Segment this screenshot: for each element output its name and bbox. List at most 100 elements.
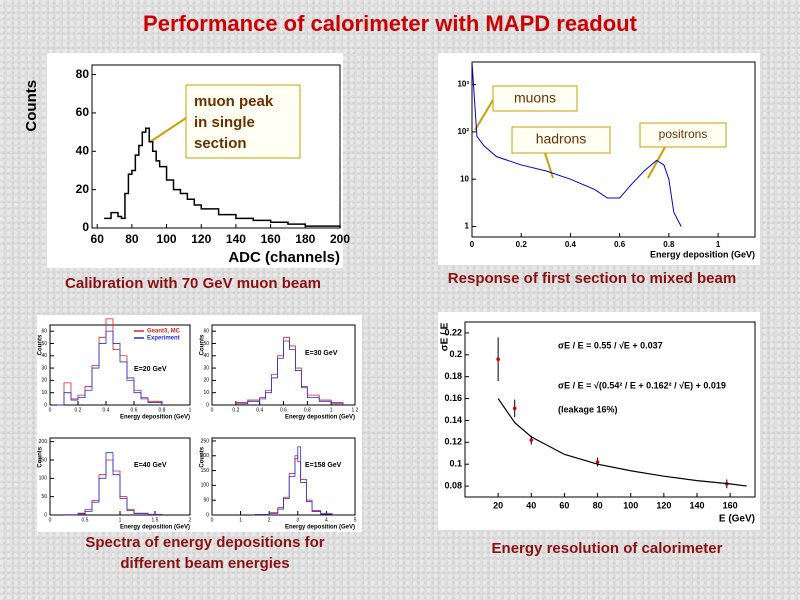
- y-tick-label: 50: [203, 341, 209, 347]
- x-tick-label: 60: [559, 500, 569, 510]
- annotation: in single: [194, 114, 255, 131]
- data-line: [235, 340, 344, 405]
- formula: σE / E = √(0.54² / E + 0.162² / √E) + 0.…: [558, 380, 726, 390]
- x-tick-label: 120: [191, 232, 211, 246]
- x-tick-label: 1: [189, 407, 192, 413]
- y-tick-label: 250: [201, 438, 210, 444]
- x-tick-label: 20: [493, 500, 503, 510]
- x-tick-label: 0.6: [280, 407, 287, 413]
- arrow: [149, 117, 187, 143]
- data-point: [496, 357, 500, 361]
- caption: Calibration with 70 GeV muon beam: [65, 275, 321, 292]
- y-tick-label: 10: [460, 174, 469, 183]
- slide-title: Performance of calorimeter with MAPD rea…: [143, 11, 638, 36]
- x-tick-label: 1: [119, 517, 122, 523]
- data-point: [512, 406, 517, 411]
- annotation: positrons: [659, 127, 708, 141]
- annotation: muon peak: [194, 93, 274, 110]
- x-tick-label: 0.6: [131, 407, 138, 413]
- plot-frame: [91, 64, 341, 229]
- x-axis-label: Energy deposition (GeV): [650, 249, 755, 259]
- y-tick-label: 200: [201, 453, 210, 459]
- caption: Spectra of energy depositions for: [85, 534, 324, 551]
- x-tick-label: 0.2: [232, 407, 239, 413]
- y-tick-label: 40: [76, 143, 90, 157]
- x-tick-label: 0.4: [256, 407, 263, 413]
- x-tick-label: 0.6: [614, 240, 626, 249]
- x-tick-label: 200: [330, 232, 350, 246]
- x-tick-label: 0: [211, 407, 214, 413]
- y-tick-label: 10³: [457, 80, 469, 89]
- arrow: [474, 99, 494, 131]
- data-line: [254, 446, 333, 516]
- y-tick-label: 20: [203, 378, 209, 384]
- y-tick-label: 40: [41, 353, 47, 359]
- x-tick-label: 0.8: [159, 407, 166, 413]
- x-tick-label: 0: [49, 517, 52, 523]
- arrow: [544, 152, 554, 179]
- x-tick-label: 0.8: [304, 407, 311, 413]
- x-tick-label: 0.2: [75, 407, 82, 413]
- plot-label: E=30 GeV: [305, 350, 338, 357]
- y-axis-label: Counts: [38, 446, 44, 467]
- x-tick-label: 160: [723, 500, 738, 510]
- y-axis-label: Counts: [200, 334, 206, 355]
- x-tick-label: 2: [189, 517, 192, 523]
- y-axis-label: Counts: [38, 334, 44, 355]
- y-tick-label: 50: [203, 498, 209, 504]
- panel: [37, 315, 362, 532]
- y-tick-label: 0: [44, 402, 47, 408]
- y-tick-label: 150: [39, 457, 48, 463]
- data-point: [529, 438, 534, 442]
- x-tick-label: 0.2: [516, 240, 528, 249]
- x-tick-label: 0: [470, 240, 475, 249]
- arrow: [647, 146, 666, 179]
- y-tick-label: 40: [203, 353, 209, 359]
- y-tick-label: 10: [41, 390, 47, 396]
- x-tick-label: 1.2: [352, 407, 359, 413]
- x-tick-label: 0: [211, 517, 214, 523]
- x-tick-label: 160: [261, 232, 281, 246]
- x-tick-label: 180: [295, 232, 315, 246]
- plot-label: E=20 GeV: [134, 366, 167, 373]
- x-tick-label: 3: [296, 517, 299, 523]
- x-tick-label: 80: [125, 232, 139, 246]
- data-line: [57, 330, 163, 406]
- x-axis-label: Energy deposition (GeV): [285, 415, 355, 421]
- legend-label: Geant3, MC: [147, 329, 181, 335]
- y-tick-label: 0.2: [449, 349, 462, 359]
- x-tick-label: 0.5: [82, 517, 89, 523]
- y-tick-label: 0: [206, 402, 209, 408]
- y-tick-label: 0.08: [444, 480, 462, 490]
- y-tick-label: 0.12: [444, 437, 462, 447]
- x-tick-label: 100: [623, 500, 638, 510]
- y-tick-label: 20: [41, 378, 47, 384]
- y-tick-label: 100: [201, 483, 210, 489]
- data-line: [104, 127, 341, 228]
- y-tick-label: 0: [82, 220, 89, 234]
- x-axis-label: Energy deposition (GeV): [285, 525, 355, 531]
- x-axis-label: E (GeV): [719, 514, 755, 525]
- y-tick-label: 150: [201, 468, 210, 474]
- y-tick-label: 0.18: [444, 371, 462, 381]
- caption: different beam energies: [120, 555, 289, 572]
- formula: σE / E = 0.55 / √E + 0.037: [558, 340, 663, 350]
- annotation-box: [511, 126, 611, 154]
- x-tick-label: 1.5: [152, 517, 159, 523]
- x-tick-label: 2: [268, 517, 271, 523]
- y-tick-label: 60: [41, 328, 47, 334]
- x-tick-label: 4: [325, 517, 328, 523]
- caption: Response of first section to mixed beam: [448, 270, 736, 287]
- data-line: [471, 61, 682, 227]
- legend-label: Experiment: [147, 336, 180, 342]
- y-tick-label: 0: [44, 512, 47, 518]
- x-tick-label: 1: [716, 240, 721, 249]
- note: (leakage 16%): [558, 404, 618, 414]
- y-tick-label: 10²: [457, 127, 469, 136]
- annotation-box: [639, 122, 727, 148]
- y-tick-label: 30: [203, 365, 209, 371]
- y-tick-label: 1: [465, 222, 470, 231]
- plot-label: E=40 GeV: [134, 462, 167, 469]
- plot-frame: [464, 321, 756, 498]
- x-tick-label: 140: [226, 232, 246, 246]
